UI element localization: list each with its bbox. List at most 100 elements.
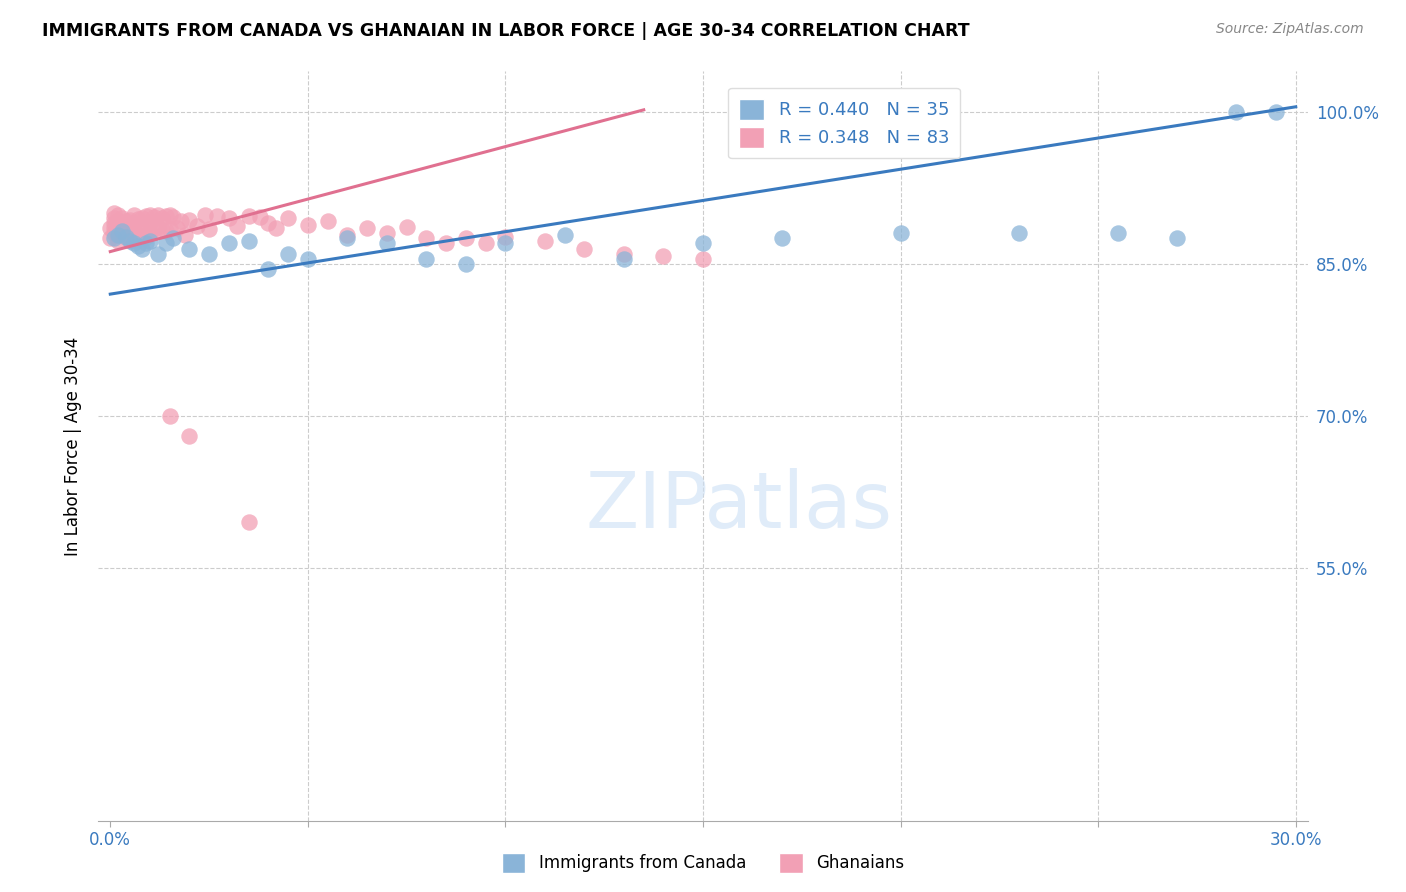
Point — [98, 231, 121, 245]
Point — [198, 222, 221, 236]
Point — [122, 223, 145, 237]
Point — [434, 236, 457, 251]
Point — [135, 219, 157, 233]
Point — [155, 236, 177, 251]
Point — [131, 211, 153, 226]
Point — [146, 246, 169, 260]
Point — [249, 210, 271, 224]
Point — [122, 208, 145, 222]
Point — [375, 236, 398, 251]
Point — [238, 209, 260, 223]
Point — [146, 208, 169, 222]
Point — [692, 252, 714, 266]
Legend: R = 0.440   N = 35, R = 0.348   N = 83: R = 0.440 N = 35, R = 0.348 N = 83 — [728, 88, 960, 159]
Point — [652, 249, 675, 263]
Point — [554, 228, 576, 243]
Point — [1265, 104, 1288, 119]
Point — [198, 246, 221, 260]
Point — [118, 234, 141, 248]
Point — [122, 231, 145, 245]
Point — [103, 221, 125, 235]
Point — [534, 235, 557, 249]
Point — [1166, 231, 1188, 245]
Point — [159, 208, 181, 222]
Point — [225, 219, 247, 234]
Point — [118, 213, 141, 227]
Point — [218, 211, 240, 226]
Point — [111, 211, 134, 226]
Point — [111, 219, 134, 233]
Point — [186, 219, 208, 234]
Point — [613, 252, 636, 266]
Point — [107, 228, 129, 243]
Point — [127, 219, 149, 234]
Point — [277, 246, 299, 260]
Point — [107, 228, 129, 243]
Point — [162, 231, 184, 245]
Point — [103, 206, 125, 220]
Point — [146, 220, 169, 235]
Point — [159, 409, 181, 423]
Point — [115, 214, 138, 228]
Point — [238, 235, 260, 249]
Point — [98, 221, 121, 235]
Point — [257, 261, 280, 276]
Point — [111, 224, 134, 238]
Point — [118, 235, 141, 249]
Point — [454, 257, 477, 271]
Point — [103, 216, 125, 230]
Point — [111, 227, 134, 241]
Point — [103, 227, 125, 241]
Point — [139, 227, 162, 241]
Point — [115, 221, 138, 235]
Text: ZIPatlas: ZIPatlas — [586, 468, 893, 544]
Point — [179, 429, 201, 443]
Point — [103, 231, 125, 245]
Point — [107, 214, 129, 228]
Point — [115, 230, 138, 244]
Point — [155, 224, 177, 238]
Point — [118, 225, 141, 239]
Point — [218, 236, 240, 251]
Point — [166, 221, 188, 235]
Point — [395, 220, 418, 235]
Point — [264, 221, 287, 235]
Point — [356, 221, 378, 235]
Point — [118, 219, 141, 234]
Point — [122, 216, 145, 230]
Point — [107, 208, 129, 222]
Point — [155, 209, 177, 223]
Point — [194, 208, 217, 222]
Point — [131, 242, 153, 256]
Point — [415, 252, 437, 266]
Point — [139, 208, 162, 222]
Point — [139, 215, 162, 229]
Point — [150, 211, 173, 226]
Point — [494, 230, 516, 244]
Point — [613, 246, 636, 260]
Point — [415, 231, 437, 245]
Point — [336, 228, 359, 243]
Text: Source: ZipAtlas.com: Source: ZipAtlas.com — [1216, 22, 1364, 37]
Point — [122, 236, 145, 251]
Point — [770, 231, 793, 245]
Point — [454, 231, 477, 245]
Legend: Immigrants from Canada, Ghanaians: Immigrants from Canada, Ghanaians — [495, 847, 911, 880]
Point — [1225, 104, 1247, 119]
Point — [127, 229, 149, 244]
Point — [257, 216, 280, 230]
Point — [174, 228, 197, 243]
Point — [890, 227, 912, 241]
Point — [127, 212, 149, 227]
Point — [150, 223, 173, 237]
Point — [179, 242, 201, 256]
Point — [135, 230, 157, 244]
Point — [131, 222, 153, 236]
Point — [297, 252, 319, 266]
Point — [297, 219, 319, 233]
Point — [107, 222, 129, 236]
Point — [574, 242, 596, 256]
Point — [238, 515, 260, 529]
Point — [170, 214, 193, 228]
Point — [474, 236, 496, 251]
